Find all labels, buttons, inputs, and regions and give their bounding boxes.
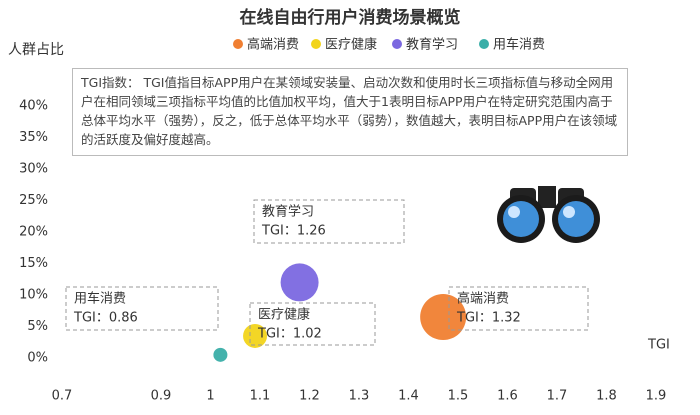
y-tick-label: 40% [19,99,48,114]
y-tick-label: 30% [19,162,48,177]
x-tick-label: 0.7 [52,389,73,404]
y-tick-label: 15% [19,256,48,271]
y-tick-label: 20% [19,225,48,240]
x-tick-label: 1.5 [448,389,469,404]
label-name: 教育学习 [262,204,314,220]
legend-label: 用车消费 [493,37,545,53]
legend-marker [479,39,489,49]
x-axis-label: TGI [647,338,670,353]
bubble [213,347,228,362]
x-tick-label: 1.3 [349,389,370,404]
label-tgi: TGI：1.26 [261,224,326,239]
x-tick-label: 1.8 [596,389,617,404]
bubble [243,323,268,348]
bubble [280,263,319,302]
y-tick-label: 10% [19,288,48,303]
label-name: 用车消费 [74,291,126,307]
legend-label: 医疗健康 [325,37,377,53]
x-tick-label: 0.9 [151,389,172,404]
chart-title: 在线自由行用户消费场景概览 [240,7,461,28]
x-tick-label: 1.2 [299,389,320,404]
x-tick-label: 1.9 [646,389,667,404]
label-name: 医疗健康 [258,307,310,323]
legend-label: 教育学习 [406,37,458,53]
label-tgi: TGI：1.02 [257,327,322,342]
legend-marker [311,39,321,49]
legend-marker [392,39,402,49]
y-axis-label: 人群占比 [8,42,64,58]
binoculars [497,186,600,243]
label-box [253,199,405,244]
y-tick-label: 0% [27,351,48,366]
y-tick-label: 35% [19,130,48,145]
x-tick-label: 1 [206,389,214,404]
legend-marker [233,39,243,49]
x-tick-label: 1.4 [398,389,419,404]
label-tgi: TGI：0.86 [73,311,138,326]
note: TGI指数： TGI值指目标APP用户在某领域安装量、启动次数和使用时长三项指标… [72,68,628,156]
y-tick-label: 5% [27,319,48,334]
legend-label: 高端消费 [247,37,299,53]
x-tick-label: 1.1 [250,389,271,404]
y-tick-label: 25% [19,193,48,208]
label-tgi: TGI：1.32 [456,311,521,326]
x-tick-label: 1.7 [547,389,568,404]
bubble [420,294,467,341]
label-name: 高端消费 [457,291,509,307]
x-tick-label: 1.6 [497,389,518,404]
